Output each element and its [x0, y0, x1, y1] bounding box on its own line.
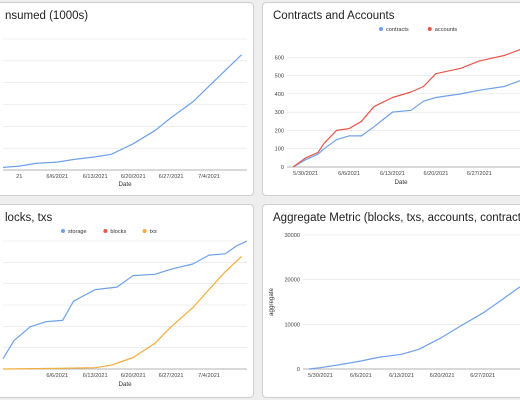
y-axis-label: aggregate — [268, 288, 275, 316]
y-tick-label: 100 — [275, 147, 284, 153]
x-tick-label: 6/6/2021 — [350, 373, 372, 379]
series-line-txs — [2, 255, 243, 370]
legend-label-contracts: contracts — [386, 27, 409, 33]
series-line-storage — [2, 240, 248, 360]
aggregate-metric-chart-panel: Aggregate Metric (blocks, txs, accounts,… — [262, 204, 520, 398]
x-tick-label: 6/6/2021 — [46, 373, 68, 379]
chart-title: nsumed (1000s) — [5, 10, 89, 22]
x-tick-label: 6/13/2021 — [380, 171, 405, 177]
x-tick-label: 6/13/2021 — [389, 373, 414, 379]
x-tick-label: 5/30/2021 — [308, 373, 333, 379]
x-tick-label: 6/6/2021 — [46, 174, 68, 180]
x-axis-label: Date — [118, 381, 132, 388]
storage-blocks-txs-chart-panel: locks, txs 6/6/2021 6/13/2021 6/20/2021 6/2… — [0, 204, 254, 398]
contracts-accounts-chart-panel: Contracts and Accounts 0 100 200 300 400 500 6… — [262, 2, 520, 196]
x-tick-label: 6/6/2021 — [338, 171, 360, 177]
series-line-contracts — [292, 80, 520, 168]
x-tick-label: 6/20/2021 — [430, 373, 455, 379]
x-tick-label: 6/27/2021 — [467, 171, 492, 177]
x-tick-label: 21 — [16, 174, 22, 180]
x-axis-label: Date — [118, 181, 132, 188]
legend-label-storage: storage — [68, 229, 87, 235]
x-axis-label: Date — [394, 179, 408, 186]
aggregate-metric-chart: 0 10000 20000 30000 5/30/2021 6/6/2021 6/13/20… — [268, 233, 520, 379]
y-tick-label: 0 — [297, 367, 300, 373]
series-line-accounts — [292, 48, 520, 168]
legend-marker-accounts — [427, 27, 432, 31]
chart-title: locks, txs — [5, 212, 53, 224]
legend-marker-txs — [142, 229, 147, 233]
series-line-compute — [2, 54, 243, 168]
y-tick-label: 600 — [275, 55, 284, 61]
x-tick-label: 6/20/2021 — [121, 373, 146, 379]
x-tick-label: 6/13/2021 — [83, 373, 108, 379]
compute-chart: 21 6/6/2021 6/13/2021 6/20/2021 6/27/2021 7/4… — [2, 38, 247, 188]
legend-label-accounts: accounts — [435, 27, 458, 33]
y-tick-label: 300 — [275, 110, 284, 116]
x-tick-label: 6/27/2021 — [159, 174, 184, 180]
y-tick-label: 200 — [275, 128, 284, 134]
x-tick-label: 7/4/2021 — [198, 174, 220, 180]
y-tick-label: 500 — [275, 74, 284, 80]
y-tick-label: 20000 — [284, 278, 300, 284]
x-tick-label: 6/20/2021 — [423, 171, 448, 177]
y-tick-label: 10000 — [284, 322, 300, 328]
legend-marker-blocks — [103, 229, 108, 233]
legend-label-txs: txs — [150, 229, 157, 235]
x-tick-label: 6/27/2021 — [470, 373, 495, 379]
y-tick-label: 30000 — [284, 233, 300, 239]
x-tick-label: 7/4/2021 — [198, 373, 220, 379]
legend-label-blocks: blocks — [110, 229, 126, 235]
storage-blocks-txs-chart: 6/6/2021 6/13/2021 6/20/2021 6/27/2021 7/4/2… — [2, 229, 248, 388]
chart-title: Contracts and Accounts — [273, 10, 395, 22]
compute-chart-panel: nsumed (1000s) 21 6/6/2021 6/13/2021 6/20/2… — [0, 2, 254, 196]
x-tick-label: 6/13/2021 — [83, 174, 108, 180]
x-tick-label: 5/30/2021 — [293, 171, 318, 177]
y-tick-label: 0 — [281, 165, 284, 171]
legend-marker-contracts — [379, 27, 383, 31]
x-tick-label: 6/27/2021 — [159, 373, 184, 379]
y-tick-label: 400 — [275, 92, 284, 98]
x-tick-label: 6/20/2021 — [121, 174, 146, 180]
series-line-aggregate — [308, 286, 520, 370]
chart-title: Aggregate Metric (blocks, txs, accounts,… — [273, 212, 520, 224]
legend-marker-storage — [61, 229, 65, 233]
contracts-accounts-chart: 0 100 200 300 400 500 600 5/30/2021 6/6/2021 6/13… — [275, 27, 520, 186]
